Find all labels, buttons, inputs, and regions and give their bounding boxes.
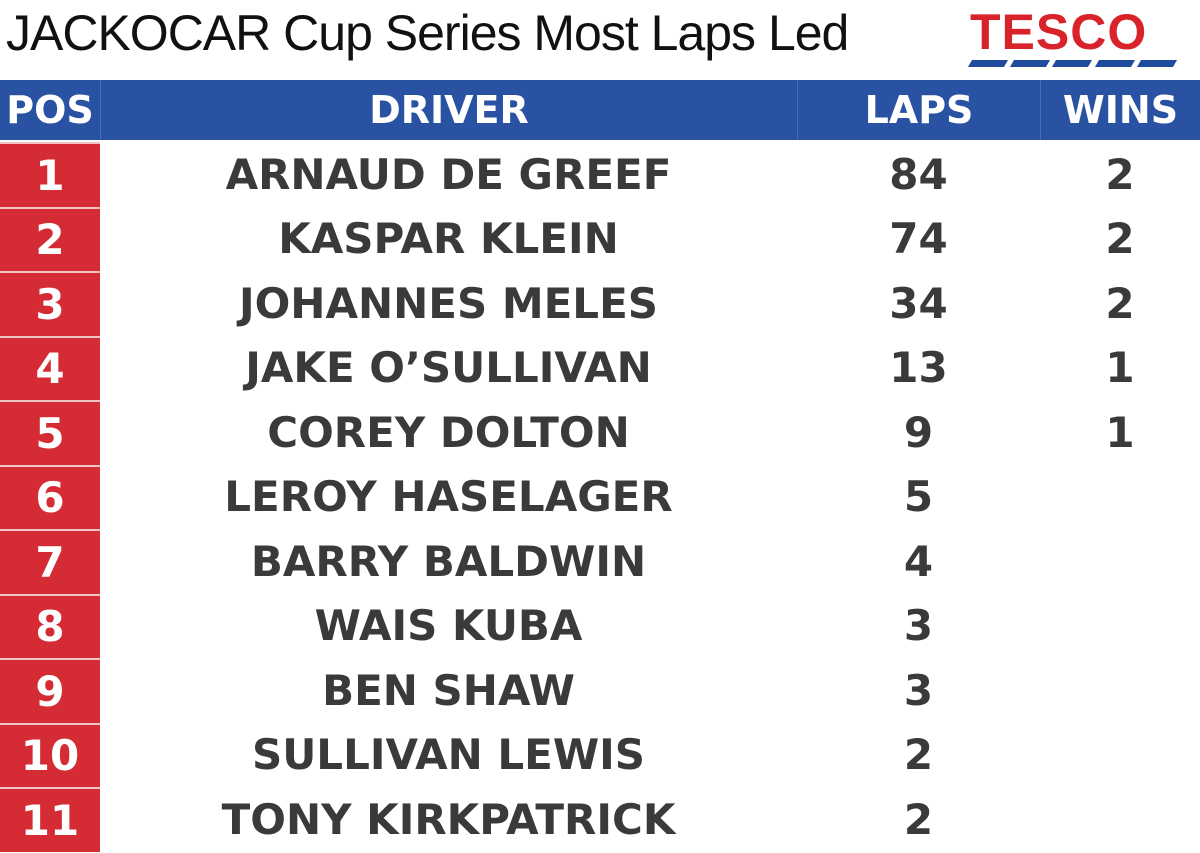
column-header: POS bbox=[6, 88, 94, 132]
pos-cell: 5 bbox=[0, 400, 100, 465]
table-body: 1 ARNAUD DE GREEF 84 2 2 KASPAR KLEIN 74 2 3 JOHA… bbox=[0, 142, 1200, 852]
laps-cell: 84 bbox=[889, 149, 948, 199]
laps-cell: 4 bbox=[903, 536, 934, 586]
blank-cell bbox=[1040, 658, 1200, 723]
pos-cell: 10 bbox=[0, 722, 100, 787]
driver-cell: SULLIVAN LEWIS bbox=[251, 730, 646, 780]
laps-cell: 3 bbox=[903, 665, 934, 715]
wins-cell: 1 bbox=[1105, 407, 1135, 457]
table-row: 11 TONY KIRKPATRICK 2 bbox=[0, 787, 1200, 852]
pos-cell: 6 bbox=[0, 464, 100, 529]
pos-cell: 11 bbox=[0, 787, 100, 852]
pos-cell: 8 bbox=[0, 593, 100, 658]
laps-cell: 13 bbox=[889, 343, 948, 393]
table-header: POS DRIVER LAPS WINS bbox=[0, 80, 1200, 140]
laps-cell: 2 bbox=[903, 730, 934, 780]
laps-cell: 2 bbox=[903, 794, 934, 844]
driver-cell: WAIS KUBA bbox=[314, 601, 583, 651]
table-row: 1 ARNAUD DE GREEF 84 2 bbox=[0, 142, 1200, 207]
pos-cell: 2 bbox=[0, 206, 100, 271]
laps-cell: 9 bbox=[903, 407, 934, 457]
logo-stripes bbox=[967, 60, 1178, 67]
table-row: 7 BARRY BALDWIN 4 bbox=[0, 529, 1200, 594]
pos-cell: 7 bbox=[0, 529, 100, 594]
pos-cell: 4 bbox=[0, 335, 100, 400]
laps-cell: 74 bbox=[889, 214, 948, 264]
wins-cell: 2 bbox=[1105, 214, 1135, 264]
pos-cell: 9 bbox=[0, 658, 100, 723]
driver-cell: BEN SHAW bbox=[322, 665, 575, 715]
table-row: 9 BEN SHAW 3 bbox=[0, 658, 1200, 723]
blank-cell bbox=[1040, 594, 1200, 659]
blank-cell bbox=[1040, 787, 1200, 852]
table-row: 6 LEROY HASELAGER 5 bbox=[0, 464, 1200, 530]
table-row: 2 KASPAR KLEIN 74 2 bbox=[0, 206, 1200, 271]
wins-cell: 2 bbox=[1105, 149, 1135, 199]
table-row: 4 JAKE O’SULLIVAN 13 1 bbox=[0, 335, 1200, 400]
driver-cell: BARRY BALDWIN bbox=[250, 536, 647, 586]
title: JACKOCAR Cup Series Most Laps Led bbox=[6, 5, 849, 61]
pos-cell: 3 bbox=[0, 271, 100, 336]
table-row: 5 COREY DOLTON 9 1 bbox=[0, 400, 1200, 465]
pos-cell: 1 bbox=[0, 142, 100, 207]
column-header: DRIVER bbox=[100, 80, 797, 140]
logo: TESCO bbox=[967, 4, 1178, 70]
driver-cell: KASPAR KLEIN bbox=[278, 214, 619, 264]
blank-cell bbox=[1040, 529, 1200, 594]
wins-cell: 1 bbox=[1105, 343, 1135, 393]
driver-cell: LEROY HASELAGER bbox=[224, 472, 673, 522]
table-row: 10 SULLIVAN LEWIS 2 bbox=[0, 722, 1200, 788]
column-header: LAPS bbox=[797, 80, 1040, 140]
driver-cell: COREY DOLTON bbox=[267, 407, 630, 457]
laps-cell: 34 bbox=[889, 278, 948, 328]
laps-cell: 3 bbox=[903, 601, 934, 651]
column-header: WINS bbox=[1040, 80, 1200, 140]
blank-cell bbox=[1040, 723, 1200, 788]
laps-cell: 5 bbox=[903, 472, 934, 522]
blank-cell bbox=[1040, 465, 1200, 530]
driver-cell: TONY KIRKPATRICK bbox=[221, 794, 676, 844]
driver-cell: ARNAUD DE GREEF bbox=[225, 149, 672, 199]
wins-cell: 2 bbox=[1105, 278, 1135, 328]
table-row: 3 JOHANNES MELES 34 2 bbox=[0, 271, 1200, 336]
driver-cell: JOHANNES MELES bbox=[238, 278, 659, 328]
driver-cell: JAKE O’SULLIVAN bbox=[245, 343, 652, 393]
table-row: 8 WAIS KUBA 3 bbox=[0, 593, 1200, 659]
table: POS DRIVER LAPS WINS 1 ARNAUD DE GREEF 84 2 2 KA… bbox=[0, 80, 1200, 852]
logo-text: TESCO bbox=[970, 4, 1148, 60]
